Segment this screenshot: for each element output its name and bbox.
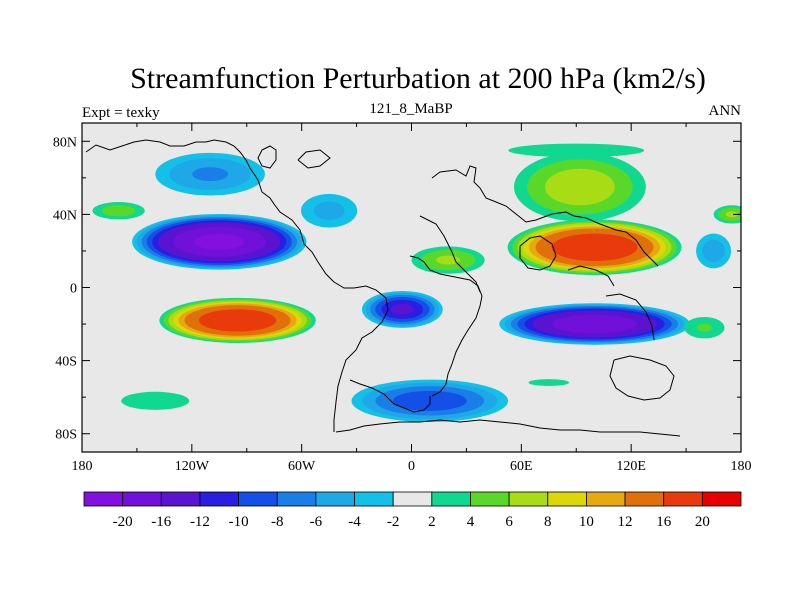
x-tick-label: 120W: [175, 459, 210, 474]
field-feature: [528, 379, 570, 386]
y-tick-label: 40N: [53, 208, 77, 223]
colorbar-label: -10: [229, 514, 249, 530]
y-tick-label: 0: [70, 282, 77, 297]
colorbar-label: 6: [505, 514, 513, 530]
field-feature: [132, 213, 307, 270]
colorbar-label: 10: [579, 514, 594, 530]
contour-band: [551, 233, 638, 262]
contour-band: [552, 314, 637, 334]
colorbar-label: -4: [348, 514, 361, 530]
colorbar-label: -12: [190, 514, 210, 530]
y-tick-label: 80S: [55, 428, 77, 443]
x-tick-label: 60W: [288, 459, 316, 474]
colorbar-label: 16: [656, 514, 672, 530]
contour-band: [192, 167, 229, 182]
colorbar-swatch: [624, 491, 665, 507]
field-feature: [361, 290, 443, 328]
colorbar-swatch: [663, 491, 703, 507]
colorbar-label: 8: [544, 514, 552, 530]
contour-band: [544, 168, 615, 206]
x-tick-label: 180: [72, 459, 93, 474]
colorbar-swatch: [199, 491, 239, 507]
colorbar-swatch: [392, 491, 433, 507]
colorbar-label: 2: [428, 514, 436, 530]
field-feature: [713, 205, 741, 224]
field-feature: [155, 152, 265, 196]
contour-band: [101, 205, 136, 217]
field-feature: [507, 219, 682, 276]
colorbar-label: 4: [467, 514, 475, 530]
y-tick-label: 40S: [55, 355, 77, 370]
contour-band: [696, 323, 712, 332]
coastlines: [85, 139, 681, 437]
colorbar-label: -16: [151, 514, 171, 530]
colorbar-swatch: [83, 491, 124, 507]
colorbar-swatch: [160, 491, 201, 507]
colorbar-label: -8: [271, 514, 284, 530]
colorbar-swatch: [470, 491, 510, 507]
field-feature: [499, 303, 690, 345]
field-feature: [696, 233, 731, 269]
field-feature: [159, 297, 316, 343]
contour-band: [436, 255, 461, 265]
colorbar-swatch: [701, 491, 742, 507]
contour-field: [92, 143, 741, 422]
contour-band: [390, 303, 415, 315]
colorbar-swatch: [508, 491, 549, 507]
field-feature: [92, 202, 145, 220]
y-tick-label: 80N: [53, 135, 77, 150]
colorbar-label: -2: [387, 514, 400, 530]
colorbar-label: 20: [695, 514, 710, 530]
field-feature: [411, 246, 485, 274]
field-feature: [684, 316, 725, 339]
subtitle-left: Expt = texky: [82, 105, 160, 121]
colorbar-swatch: [315, 491, 355, 507]
chart-title: Streamfunction Perturbation at 200 hPa (…: [130, 62, 706, 95]
colorbar-swatch: [431, 491, 471, 507]
contour-band: [194, 233, 245, 250]
x-tick-label: 120E: [616, 459, 646, 474]
field-feature: [121, 391, 190, 410]
x-tick-label: 0: [408, 459, 415, 474]
contour-band: [528, 379, 570, 386]
colorbar-swatch: [238, 491, 278, 507]
colorbar-label: -20: [113, 514, 133, 530]
colorbar-swatch: [354, 491, 394, 507]
contour-band: [508, 143, 645, 158]
y-axis: 80N 40N 0 40S 80S: [53, 135, 741, 443]
contour-band: [702, 239, 725, 263]
colorbar-swatch: [276, 491, 317, 507]
colorbar-label: 12: [618, 514, 633, 530]
field-feature: [301, 193, 358, 228]
contour-band: [198, 309, 277, 332]
x-tick-label: 180: [731, 459, 752, 474]
subtitle-center: 121_8_MaBP: [369, 101, 452, 117]
field-feature: [513, 152, 646, 222]
contour-band: [725, 211, 738, 218]
colorbar-swatch: [586, 491, 626, 507]
subtitle-right: ANN: [709, 103, 742, 119]
colorbar-label: -6: [310, 514, 323, 530]
colorbar-swatch: [547, 491, 587, 507]
x-axis: 180 120W 60W 0 60E 120E 180: [72, 123, 752, 474]
colorbar: -20 -16 -12 -10 -8 -6 -4 -2 2 4 6 8 10 12 16 20: [83, 491, 742, 530]
contour-band: [313, 201, 345, 220]
map-plot-area: [81, 122, 742, 453]
contour-band: [121, 391, 190, 410]
field-feature: [508, 143, 645, 158]
x-tick-label: 60E: [510, 459, 533, 474]
colorbar-swatch: [122, 491, 162, 507]
